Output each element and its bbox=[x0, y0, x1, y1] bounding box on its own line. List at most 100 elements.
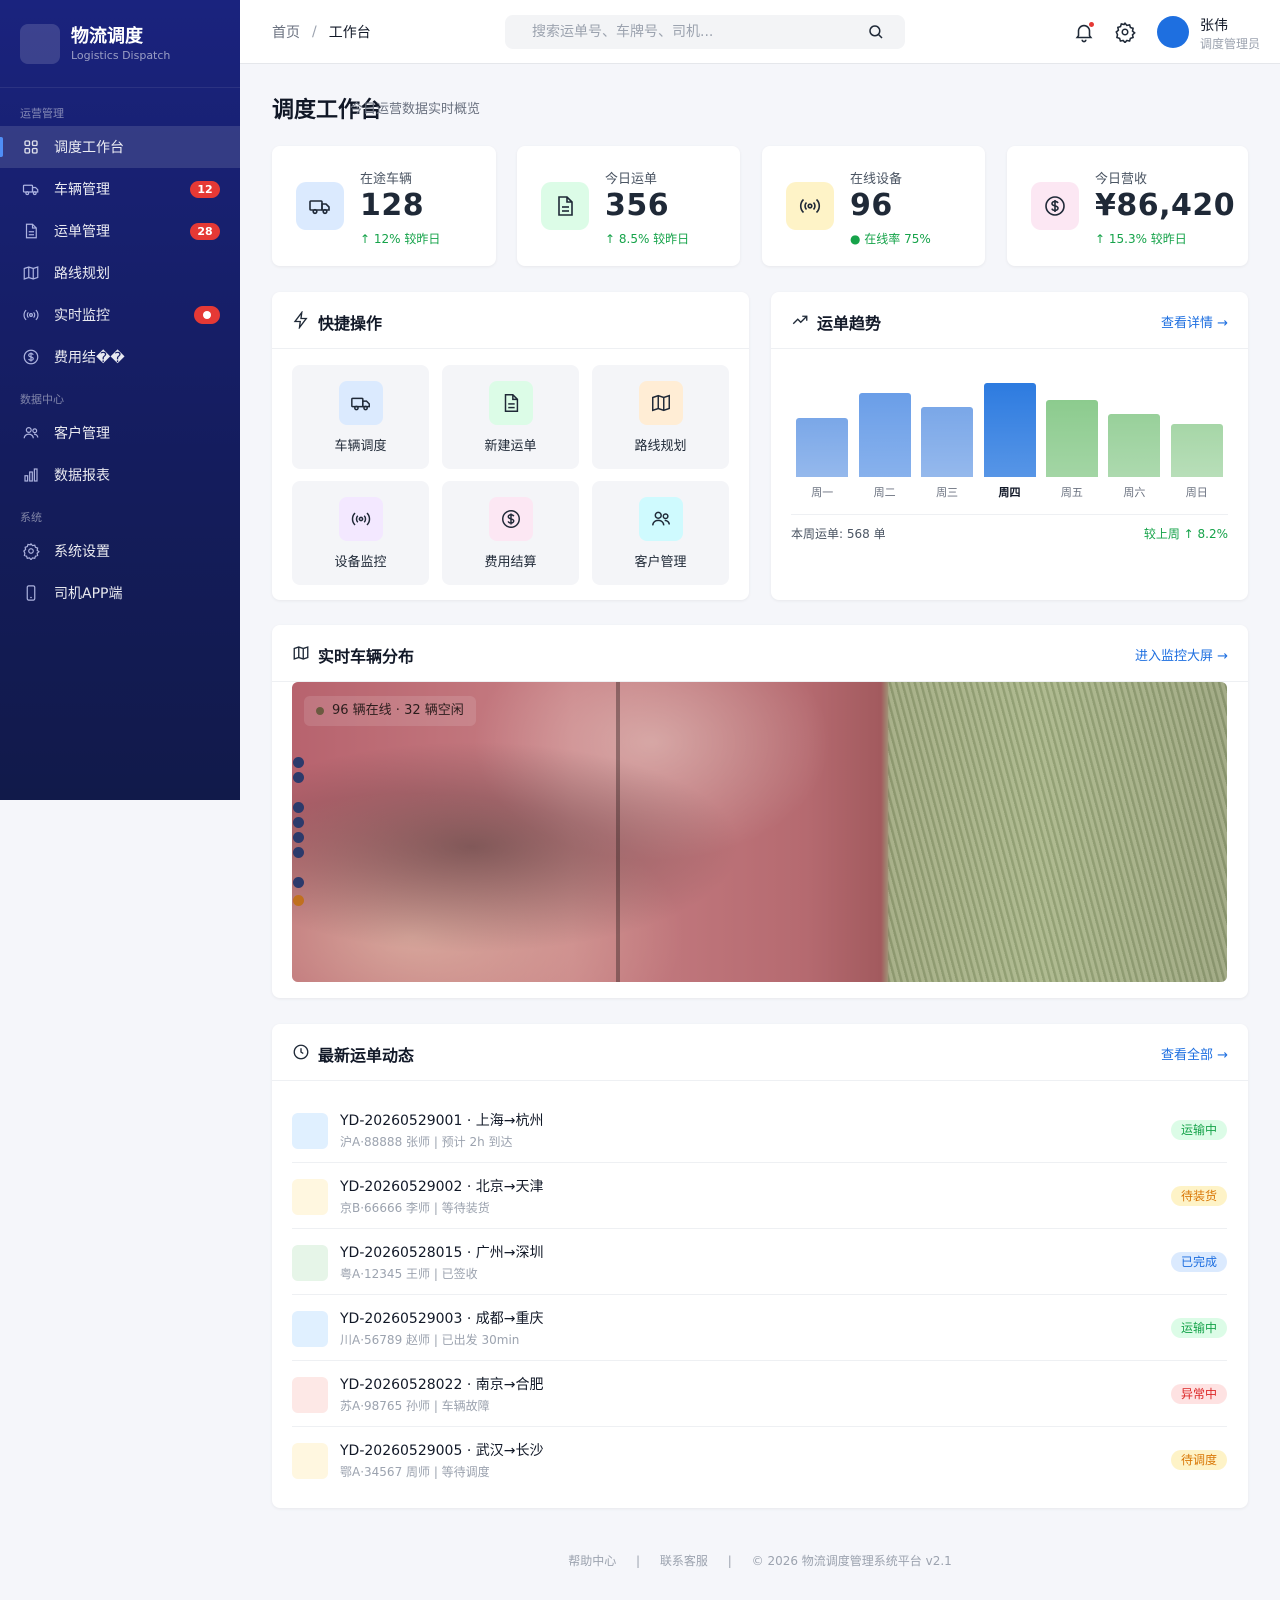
view-details-link[interactable]: 查看详情 → bbox=[1160, 316, 1228, 331]
nav-section-label: 系统 bbox=[20, 511, 42, 524]
footer-link-help[interactable]: 帮助中心 bbox=[568, 1554, 617, 1568]
bar-tick-label: 周六 bbox=[1123, 486, 1146, 499]
bar-周四[interactable] bbox=[983, 383, 1036, 477]
truck-icon bbox=[22, 180, 40, 198]
vehicle-marker[interactable] bbox=[293, 832, 304, 843]
card-title: 最新运单动态 bbox=[318, 1046, 415, 1065]
card-title: 运单趋势 bbox=[817, 314, 882, 333]
bar-周一[interactable] bbox=[796, 418, 849, 477]
order-row[interactable]: YD-20260529003 · 成都→重庆 川A·56789 赵师 | 已出发 … bbox=[292, 1295, 1227, 1361]
status-badge: 运输中 bbox=[1170, 1318, 1227, 1338]
user-role: 调度管理员 bbox=[1200, 37, 1261, 51]
breadcrumb-home[interactable]: 首页 bbox=[272, 25, 300, 41]
vehicle-map[interactable]: 96 辆在线 · 32 辆空闲 bbox=[292, 682, 1227, 982]
footer-copyright: © 2026 物流调度管理系统平台 v2.1 bbox=[751, 1554, 952, 1568]
notification-button[interactable] bbox=[1073, 21, 1095, 43]
quick-action-device-monitor[interactable]: 设备监控 bbox=[292, 481, 429, 585]
quick-action-new-waybill[interactable]: 新建运单 bbox=[442, 365, 579, 469]
vehicle-marker[interactable] bbox=[293, 772, 304, 783]
stat-card-revenue[interactable]: 今日营收 ¥86,420 ↑ 15.3% 较昨日 bbox=[1007, 146, 1248, 266]
stat-card-devices[interactable]: 在线设备 96 ● 在线率 75% bbox=[762, 146, 985, 266]
bar-周五[interactable] bbox=[1045, 400, 1098, 477]
sidebar-item-monitoring[interactable]: 实时监控 bbox=[0, 294, 240, 336]
search-icon[interactable] bbox=[867, 23, 885, 41]
map-icon bbox=[22, 264, 40, 282]
stat-card-vehicles[interactable]: 在途车辆 128 ↑ 12% 较昨日 bbox=[272, 146, 496, 266]
brand-title: 物流调度 bbox=[71, 25, 143, 47]
settings-button[interactable] bbox=[1114, 21, 1136, 44]
stat-value: 356 bbox=[605, 188, 670, 223]
footer-link-support[interactable]: 联系客服 bbox=[659, 1554, 708, 1568]
users-icon bbox=[639, 497, 683, 541]
truck-icon bbox=[296, 182, 344, 230]
bar-周三[interactable] bbox=[921, 407, 974, 477]
sidebar-item-reports[interactable]: 数据报表 bbox=[0, 454, 240, 496]
status-badge: 已完成 bbox=[1170, 1252, 1227, 1272]
sidebar-item-customers[interactable]: 客户管理 bbox=[0, 412, 240, 454]
vehicle-marker[interactable] bbox=[293, 817, 304, 828]
order-row[interactable]: YD-20260529005 · 武汉→长沙 鄂A·34567 周师 | 等待调度… bbox=[292, 1427, 1227, 1493]
stat-label: 今日运单 bbox=[605, 172, 658, 187]
bar-chart-x-axis: 周一 周二 周三 周四 周五 周六 周日 bbox=[791, 484, 1228, 500]
order-icon bbox=[292, 1443, 328, 1479]
sidebar-item-settings[interactable]: 系统设置 bbox=[0, 530, 240, 572]
user-name[interactable]: 张伟 bbox=[1200, 18, 1228, 34]
view-all-link[interactable]: 查看全部 → bbox=[1160, 1048, 1228, 1063]
order-title: YD-20260529002 · 北京→天津 bbox=[340, 1179, 544, 1195]
chart-divider bbox=[791, 514, 1228, 515]
dollar-icon bbox=[1031, 182, 1079, 230]
sidebar-item-label: 实时监控 bbox=[54, 308, 110, 324]
pole-line bbox=[616, 682, 620, 982]
sidebar-item-routes[interactable]: 路线规划 bbox=[0, 252, 240, 294]
order-meta: 粤A·12345 王师 | 已签收 bbox=[340, 1267, 478, 1281]
stat-trend: ↑ 12% 较昨日 bbox=[360, 232, 441, 246]
status-badge: 待调度 bbox=[1170, 1450, 1227, 1470]
bar-tick-label: 周二 bbox=[873, 486, 896, 499]
order-icon bbox=[292, 1245, 328, 1281]
sidebar-item-waybills[interactable]: 运单管理 28 bbox=[0, 210, 240, 252]
order-row[interactable]: YD-20260529002 · 北京→天津 京B·66666 李师 | 等待装货… bbox=[292, 1163, 1227, 1229]
bar-周日[interactable] bbox=[1170, 424, 1223, 477]
quick-action-customers[interactable]: 客户管理 bbox=[592, 481, 729, 585]
card-title: 快捷操作 bbox=[318, 314, 383, 333]
map-icon bbox=[293, 646, 309, 660]
quick-action-billing[interactable]: 费用结算 bbox=[442, 481, 579, 585]
order-row[interactable]: YD-20260528022 · 南京→合肥 苏A·98765 孙师 | 车辆故障… bbox=[292, 1361, 1227, 1427]
bar-周六[interactable] bbox=[1108, 414, 1161, 477]
sidebar-item-label: 系统设置 bbox=[54, 544, 110, 560]
vehicle-marker[interactable] bbox=[293, 757, 304, 768]
vehicle-marker[interactable] bbox=[293, 847, 304, 858]
sidebar-item-dispatch-workbench[interactable]: 调度工作台 bbox=[0, 126, 240, 168]
bar-tick-label: 周三 bbox=[936, 486, 959, 499]
gear-icon bbox=[1115, 22, 1136, 44]
grid-icon bbox=[22, 138, 40, 156]
order-icon bbox=[292, 1377, 328, 1413]
search-box bbox=[505, 15, 905, 49]
sidebar-item-driver-app[interactable]: 司机APP端 bbox=[0, 572, 240, 614]
order-icon bbox=[292, 1311, 328, 1347]
vehicle-marker[interactable] bbox=[293, 877, 304, 888]
sidebar-item-vehicles[interactable]: 车辆管理 12 bbox=[0, 168, 240, 210]
map-icon bbox=[639, 381, 683, 425]
sidebar-item-billing[interactable]: 费用结�� bbox=[0, 336, 240, 378]
quick-action-dispatch[interactable]: 车辆调度 bbox=[292, 365, 429, 469]
vehicle-marker[interactable] bbox=[293, 802, 304, 813]
sidebar-item-label: 路线规划 bbox=[54, 266, 110, 282]
document-icon bbox=[489, 381, 533, 425]
vehicle-marker[interactable] bbox=[293, 895, 304, 906]
status-badge: 运输中 bbox=[1170, 1120, 1227, 1140]
status-badge: 异常中 bbox=[1170, 1384, 1227, 1404]
order-row[interactable]: YD-20260528015 · 广州→深圳 粤A·12345 王师 | 已签收 已… bbox=[292, 1229, 1227, 1295]
map-overlay-text: 96 辆在线 · 32 辆空闲 bbox=[332, 703, 464, 718]
recent-orders-card: 最新运单动态 查看全部 → YD-20260529001 · 上海→杭州 沪A·8… bbox=[272, 1024, 1248, 1508]
avatar[interactable] bbox=[1157, 16, 1189, 48]
order-row[interactable]: YD-20260529001 · 上海→杭州 沪A·88888 张师 | 预计 2… bbox=[292, 1097, 1227, 1163]
phone-icon bbox=[22, 584, 40, 602]
weekly-change: 较上周 ↑ 8.2% bbox=[1143, 527, 1228, 541]
broadcast-icon bbox=[339, 497, 383, 541]
monitor-screen-link[interactable]: 进入监控大屏 → bbox=[1134, 649, 1228, 664]
search-input[interactable] bbox=[505, 15, 855, 49]
quick-action-routes[interactable]: 路线规划 bbox=[592, 365, 729, 469]
stat-card-waybills[interactable]: 今日运单 356 ↑ 8.5% 较昨日 bbox=[517, 146, 740, 266]
bar-周二[interactable] bbox=[858, 393, 911, 477]
